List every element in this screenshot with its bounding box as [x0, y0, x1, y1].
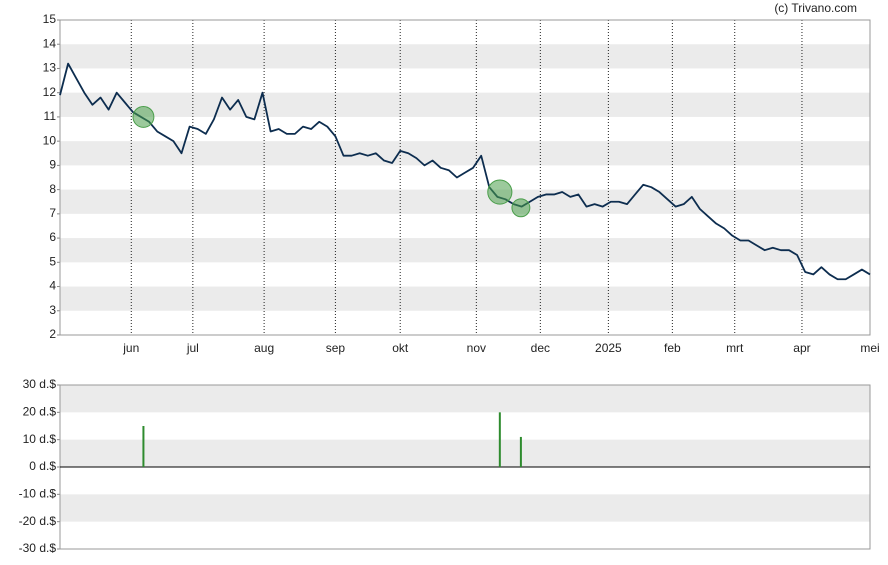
- y-tick-label: 13: [43, 61, 57, 75]
- band: [60, 92, 870, 117]
- plot-border: [59, 19, 871, 336]
- y-tick-label: 5: [49, 254, 56, 268]
- y-tick-label: 4: [49, 279, 56, 293]
- y-tick-label: 30 d.$: [23, 377, 57, 391]
- y-tick-label: 10: [43, 133, 57, 147]
- copyright: (c) Trivano.com: [774, 1, 857, 15]
- x-tick-label: jun: [122, 341, 139, 355]
- y-tick-label: 2: [49, 327, 56, 341]
- dividend-marker: [487, 179, 513, 205]
- y-tick-label: 10 d.$: [23, 432, 57, 446]
- band: [60, 238, 870, 263]
- x-tick-label: aug: [254, 341, 274, 355]
- x-tick-label: nov: [467, 341, 486, 355]
- y-tick-label: -30 d.$: [19, 541, 57, 555]
- x-tick-label: jul: [186, 341, 199, 355]
- y-tick-label: 20 d.$: [23, 405, 57, 419]
- dividend-marker: [511, 198, 531, 218]
- dividend-marker: [132, 105, 155, 128]
- y-tick-label: -10 d.$: [19, 487, 57, 501]
- x-tick-label: okt: [392, 341, 409, 355]
- y-tick-label: 6: [49, 230, 56, 244]
- x-tick-label: dec: [531, 341, 550, 355]
- y-tick-label: 11: [44, 109, 57, 123]
- y-tick-label: 9: [49, 158, 56, 172]
- band: [60, 286, 870, 311]
- x-tick-label: sep: [326, 341, 346, 355]
- x-tick-label: mei: [860, 341, 879, 355]
- band: [60, 385, 870, 413]
- band: [60, 494, 870, 522]
- x-tick-label: apr: [793, 341, 810, 355]
- band: [60, 189, 870, 214]
- bar: [142, 426, 145, 467]
- y-tick-label: 3: [49, 303, 56, 317]
- band: [60, 44, 870, 69]
- y-tick-label: 12: [43, 85, 57, 99]
- band: [60, 439, 870, 467]
- y-tick-label: 15: [43, 12, 57, 26]
- bar: [519, 436, 522, 467]
- y-tick-label: -20 d.$: [19, 514, 57, 528]
- x-tick-label: feb: [664, 341, 681, 355]
- y-tick-label: 7: [49, 206, 56, 220]
- x-tick-label: 2025: [595, 341, 622, 355]
- y-tick-label: 14: [43, 36, 57, 50]
- bar: [498, 412, 501, 467]
- x-tick-label: mrt: [726, 341, 744, 355]
- y-tick-label: 0 d.$: [29, 459, 56, 473]
- price-line: [59, 62, 871, 281]
- y-tick-label: 8: [49, 182, 56, 196]
